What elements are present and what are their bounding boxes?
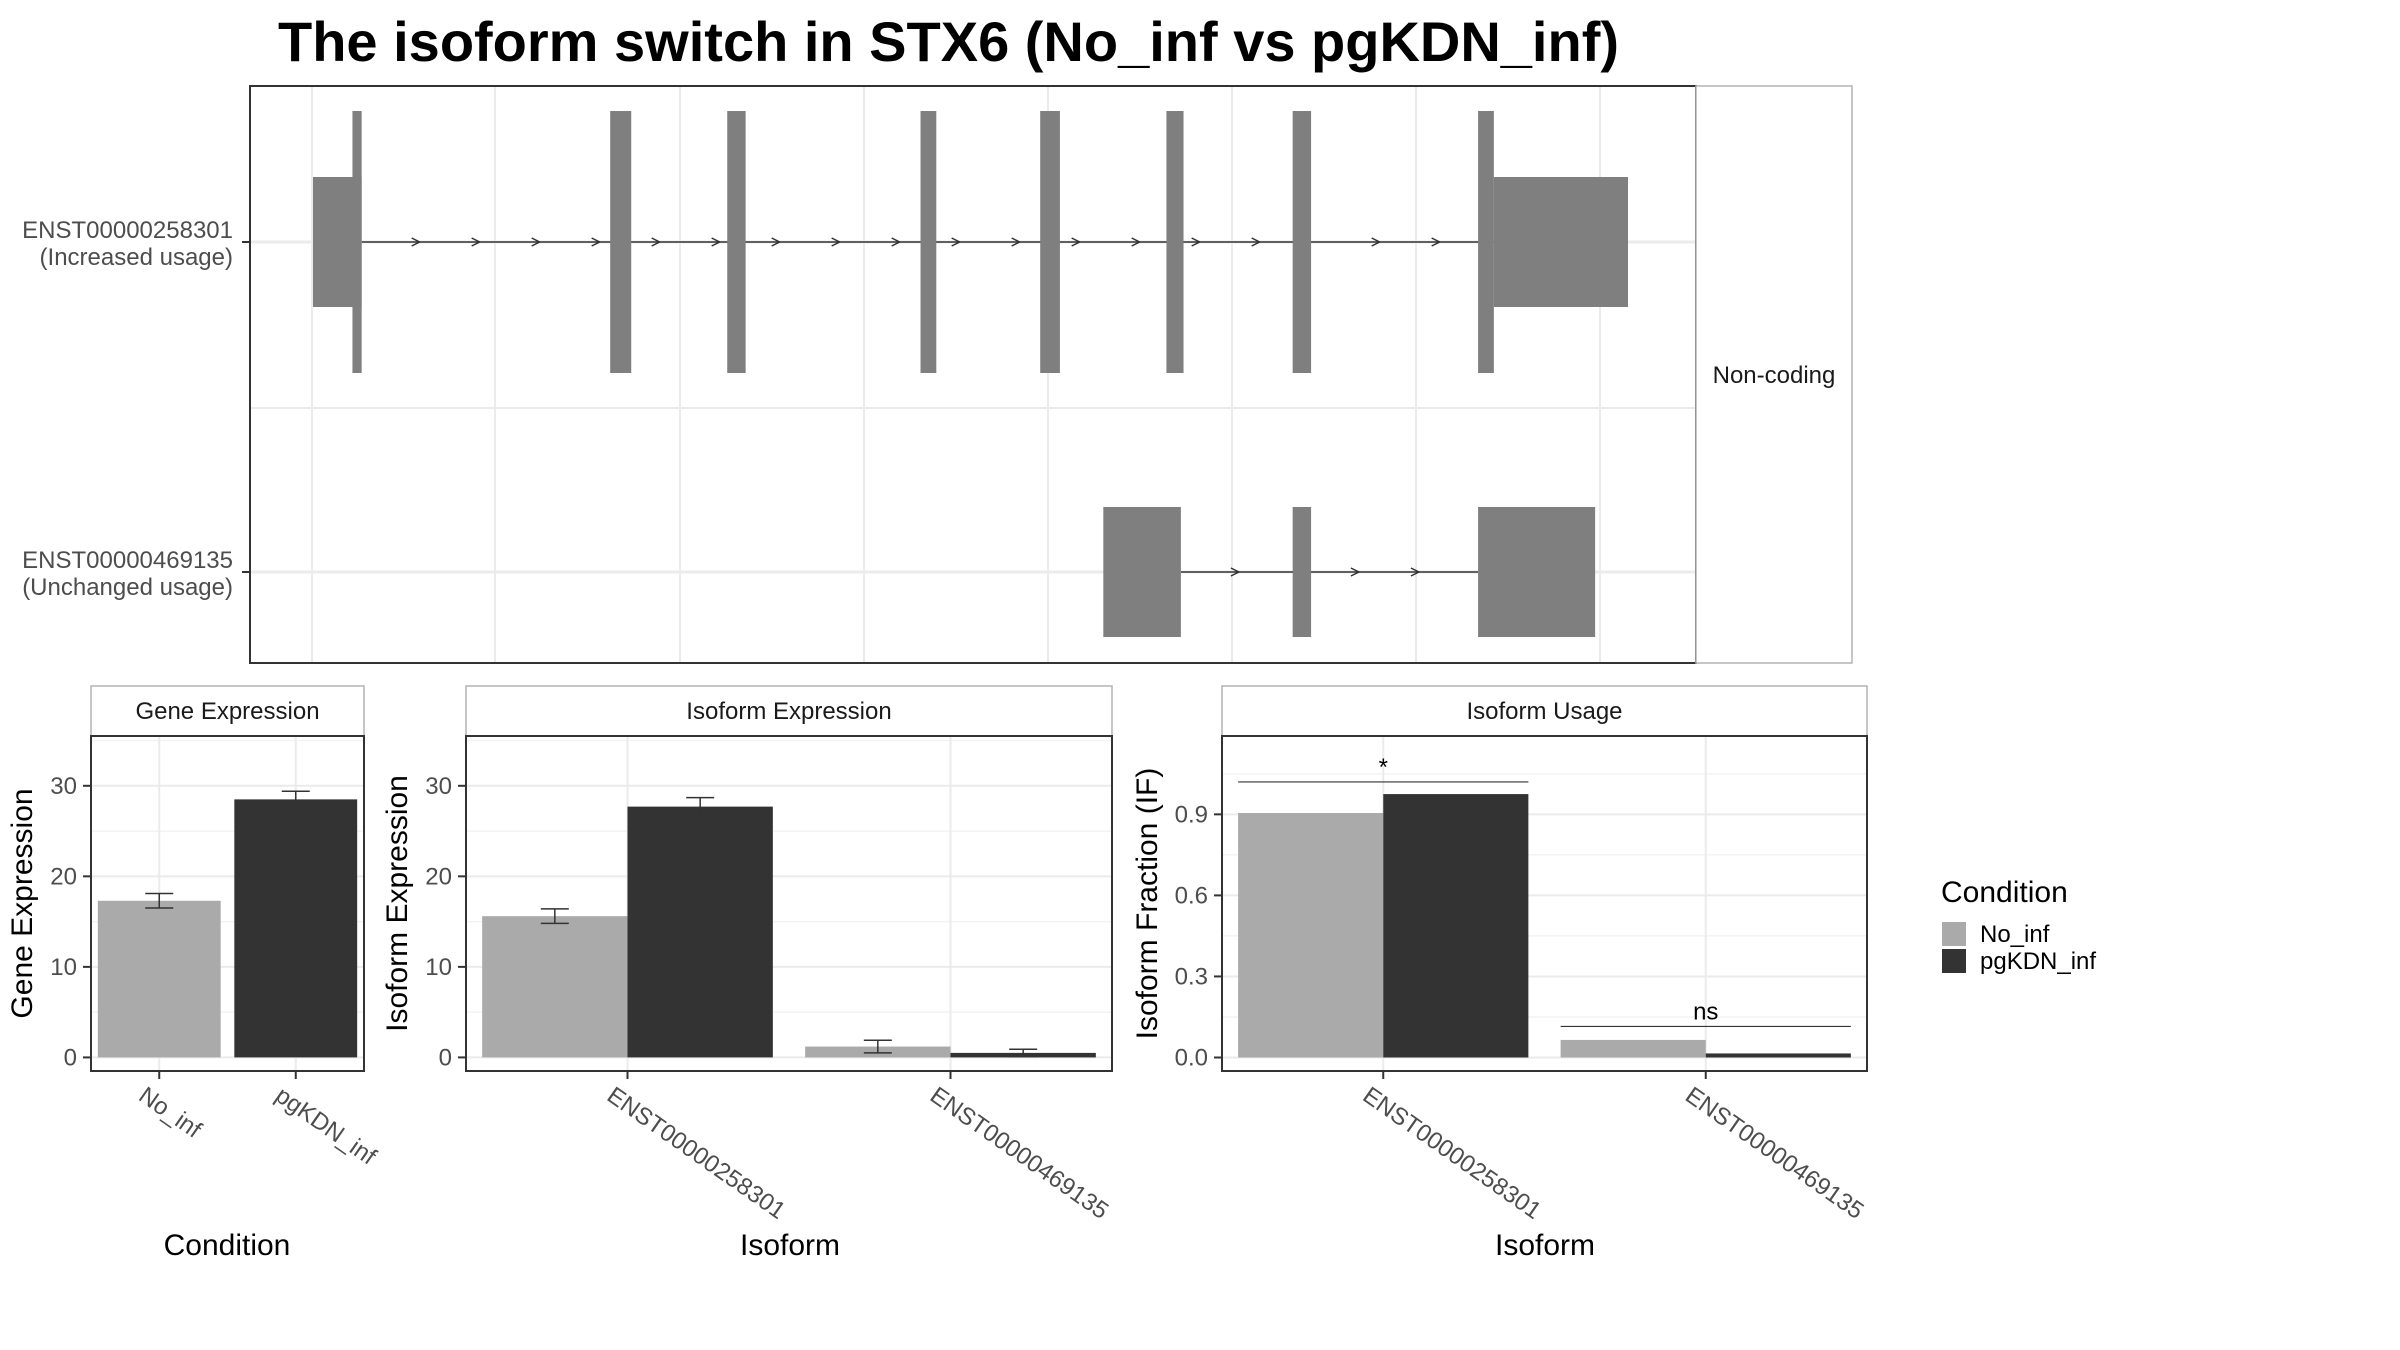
isoform-usage-label: (Increased usage) (40, 244, 233, 271)
legend-label: No_inf (1980, 921, 2050, 948)
facet-strip-title: Isoform Usage (1466, 698, 1622, 725)
y-tick-label: 30 (50, 773, 77, 800)
gene-expression-panel: Gene Expression 0 10 20 30 No_inf pgKDN_inf Gen… (6, 685, 381, 1262)
intron-direction-arrow (1131, 237, 1142, 247)
facet-strip (1221, 685, 1868, 737)
bar (1383, 794, 1529, 1058)
y-axis-title: Isoform Fraction (IF) (1131, 768, 1164, 1040)
isoform-expression-panel: Isoform Expression 0 10 20 30 ENST00000258301… (381, 685, 1113, 1262)
coding-exon (352, 111, 362, 373)
panel-border (1221, 735, 1868, 1072)
intron-direction-arrow (531, 237, 542, 247)
facet-strip (1695, 85, 1853, 664)
y-tick-label: 0 (64, 1044, 77, 1071)
x-axis-title: Isoform (1495, 1229, 1595, 1262)
intron-direction-arrow (1251, 237, 1262, 247)
intron-direction-arrow (1410, 567, 1421, 577)
intron-direction-arrow (891, 237, 902, 247)
intron-direction-arrow (951, 237, 962, 247)
utr-exon (1292, 507, 1312, 637)
intron-direction-arrow (651, 237, 662, 247)
legend-swatch (1942, 922, 1966, 946)
y-tick-label: 10 (425, 954, 452, 981)
bar (97, 900, 221, 1058)
y-axis-title: Gene Expression (6, 788, 39, 1018)
x-axis-title: Isoform (740, 1229, 840, 1262)
legend-title: Condition (1941, 876, 2068, 909)
y-tick-label: 0.6 (1175, 882, 1208, 909)
intron-direction-arrow (771, 237, 782, 247)
isoform-usage-label: (Unchanged usage) (22, 574, 233, 601)
intron-direction-arrow (1350, 567, 1361, 577)
y-tick-label: 20 (50, 863, 77, 890)
intron-direction-arrow (1071, 237, 1082, 247)
coding-exon (727, 111, 746, 373)
intron-direction-arrow (1371, 237, 1382, 247)
coding-exon (1292, 111, 1312, 373)
bar (627, 806, 773, 1058)
utr-exon (1478, 507, 1596, 637)
bar (234, 799, 358, 1058)
coding-exon (610, 111, 632, 373)
y-tick-label: 10 (50, 954, 77, 981)
intron-direction-arrow (1431, 237, 1442, 247)
figure-title: The isoform switch in STX6 (No_inf vs pg… (278, 10, 1619, 73)
intron-direction-arrow (591, 237, 602, 247)
coding-exon (920, 111, 937, 373)
bar (482, 916, 628, 1058)
intron-direction-arrow (1011, 237, 1022, 247)
utr-exon (1493, 177, 1628, 307)
legend-label: pgKDN_inf (1980, 948, 2096, 975)
intron-direction-arrow (471, 237, 482, 247)
utr-exon (1103, 507, 1181, 637)
y-axis-title: Isoform Expression (381, 775, 414, 1032)
isoform-usage-panel: Isoform Usage 0.0 0.3 0.6 0.9 * ns ENST00000258… (1131, 685, 1869, 1262)
transcript-structure-panel: ENST00000258301(Increased usage) ENST0000… (22, 85, 1853, 664)
intron-direction-arrow (411, 237, 422, 247)
y-tick-label: 0.0 (1175, 1044, 1208, 1071)
significance-label: * (1379, 754, 1388, 781)
x-axis-title: Condition (164, 1229, 291, 1262)
y-tick-label: 0.9 (1175, 801, 1208, 828)
y-tick-label: 0.3 (1175, 963, 1208, 990)
isoform-id-label: ENST00000469135 (22, 547, 233, 574)
panel-background (250, 86, 1696, 663)
coding-exon (1166, 111, 1184, 373)
x-tick-label: ENST00000258301 (602, 1082, 790, 1225)
legend-swatch (1942, 949, 1966, 973)
intron-direction-arrow (1191, 237, 1202, 247)
y-tick-label: 30 (425, 773, 452, 800)
facet-strip-label: Non-coding (1713, 362, 1836, 389)
bar (1560, 1039, 1706, 1058)
facet-strip-title: Gene Expression (135, 698, 319, 725)
x-tick-label: ENST00000258301 (1358, 1082, 1546, 1225)
y-tick-label: 20 (425, 863, 452, 890)
x-tick-label: ENST00000469135 (925, 1082, 1113, 1225)
facet-strip-title: Isoform Expression (686, 698, 891, 725)
isoform-id-label: ENST00000258301 (22, 217, 233, 244)
x-tick-label: pgKDN_inf (270, 1082, 381, 1171)
facet-strip (465, 685, 1113, 737)
intron-direction-arrow (711, 237, 722, 247)
intron-direction-arrow (831, 237, 842, 247)
x-tick-label: No_inf (134, 1082, 207, 1144)
bar (1705, 1053, 1851, 1058)
panel-border (465, 735, 1113, 1072)
significance-label: ns (1693, 998, 1718, 1025)
coding-exon (1478, 111, 1494, 373)
coding-exon (1040, 111, 1060, 373)
panel-border (90, 735, 365, 1072)
facet-strip (90, 685, 365, 737)
x-tick-label: ENST00000469135 (1680, 1082, 1868, 1225)
bar (1238, 812, 1384, 1058)
intron-direction-arrow (1230, 567, 1241, 577)
y-tick-label: 0 (439, 1044, 452, 1071)
